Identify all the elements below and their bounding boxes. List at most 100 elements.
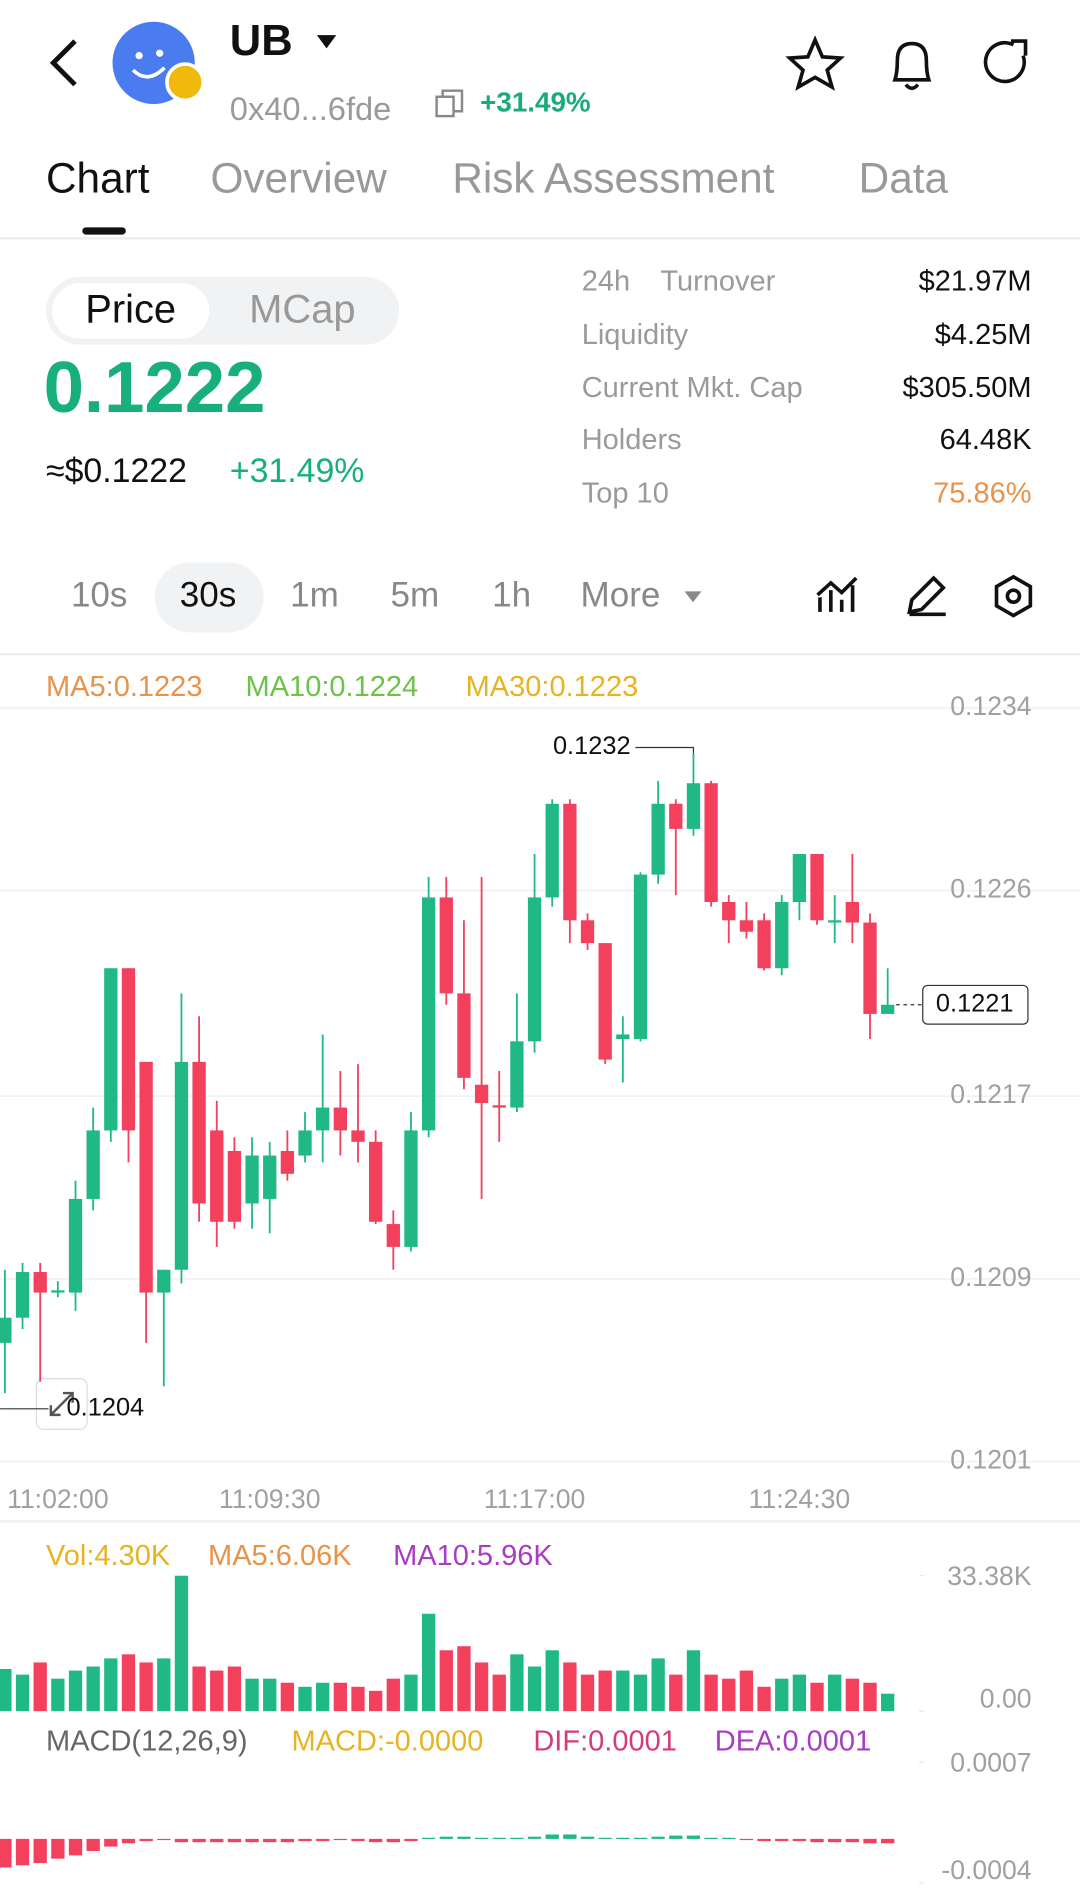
bar (722, 1837, 736, 1839)
bar (863, 1682, 877, 1712)
toggle-price[interactable]: Price (85, 288, 176, 332)
tab[interactable]: Data (859, 155, 949, 202)
favorite-button[interactable] (785, 35, 845, 91)
bar (845, 1838, 860, 1843)
bar (686, 1650, 701, 1712)
settings-button[interactable] (994, 574, 1033, 618)
symbol-dropdown[interactable] (316, 35, 337, 49)
y-tick-label: 0.00 (980, 1683, 1032, 1713)
candle-body (739, 920, 754, 932)
bar (192, 1666, 206, 1712)
tab[interactable]: Overview (210, 155, 387, 202)
candle-body (775, 901, 789, 969)
bar (775, 1678, 789, 1712)
bar (263, 1838, 277, 1843)
candle-body (616, 1034, 630, 1040)
interval[interactable]: 1m (290, 576, 339, 615)
bar (616, 1837, 630, 1839)
bar (0, 1668, 12, 1712)
candle-body (492, 1105, 506, 1108)
stat-value: $305.50M (903, 372, 1032, 404)
candle-body (369, 1141, 383, 1222)
tab-indicator (82, 227, 126, 235)
candle-body (68, 1198, 83, 1293)
bar (651, 1658, 665, 1712)
bar (157, 1838, 171, 1841)
token-symbol[interactable]: UB (230, 17, 293, 65)
draw-button[interactable] (907, 575, 946, 617)
interval-more[interactable]: More (581, 576, 661, 615)
bar (316, 1682, 330, 1712)
stat-label: Holders (582, 424, 682, 456)
tab-active[interactable]: Chart (46, 155, 150, 202)
candle-body (828, 920, 842, 923)
share-button[interactable] (983, 39, 1028, 84)
bar (598, 1837, 612, 1839)
candle-body (104, 968, 118, 1131)
more-dropdown[interactable] (684, 591, 702, 603)
bar (351, 1686, 365, 1712)
stat-value: 75.86% (933, 477, 1031, 509)
bar (474, 1837, 489, 1839)
stat-period: 24h (582, 266, 630, 298)
bar (421, 1613, 436, 1712)
candle-body (757, 920, 771, 969)
candle-body (457, 993, 471, 1078)
stat-label: Top 10 (582, 477, 669, 509)
candle-body (157, 1269, 171, 1293)
stat-value: 64.48K (940, 424, 1033, 456)
candle-body (704, 783, 718, 902)
interval[interactable]: 1h (492, 576, 531, 615)
high-marker-line (635, 746, 695, 754)
bar (563, 1662, 577, 1712)
bar (669, 1835, 683, 1839)
candle-body (563, 803, 577, 921)
bar (33, 1662, 47, 1712)
bar (68, 1838, 83, 1856)
bar (492, 1837, 506, 1839)
bar (68, 1670, 83, 1712)
stat-value: $4.25M (935, 319, 1032, 351)
expand-icon (49, 1391, 74, 1417)
interval-active[interactable]: 30s (180, 576, 237, 615)
bar (863, 1838, 877, 1844)
interval[interactable]: 5m (390, 576, 439, 615)
indicator-button[interactable] (816, 576, 858, 612)
bar (369, 1838, 383, 1843)
bar (369, 1690, 383, 1712)
alert-button[interactable] (892, 41, 932, 91)
bar (792, 1838, 807, 1842)
bar (845, 1678, 860, 1712)
bar (0, 1838, 12, 1868)
back-button[interactable] (49, 39, 77, 87)
candle-body (280, 1150, 295, 1174)
candle-body (527, 897, 542, 1042)
bar (139, 1662, 153, 1712)
bar (686, 1835, 701, 1839)
bar (421, 1837, 436, 1839)
y-tick-label: 0.1217 (950, 1079, 1031, 1109)
bar (439, 1650, 453, 1712)
legend-entry: MA30:0.1223 (466, 671, 639, 703)
bar (174, 1575, 189, 1712)
candle-body (580, 920, 595, 944)
bar (545, 1834, 559, 1839)
bar (298, 1686, 312, 1712)
stat-label: Current Mkt. Cap (582, 372, 803, 404)
bar (457, 1646, 471, 1712)
interval-selected-bg (154, 562, 264, 633)
toggle-mcap[interactable]: MCap (249, 288, 355, 332)
candle-body (792, 854, 807, 902)
high-label: 0.1232 (553, 732, 631, 760)
candle-body (686, 783, 701, 829)
x-tick-label: 11:02:00 (7, 1484, 109, 1514)
interval[interactable]: 10s (71, 576, 128, 615)
x-tick-label: 11:09:30 (219, 1484, 321, 1514)
legend-entry: MACD:-0.0000 (291, 1725, 483, 1757)
copy-button[interactable] (435, 89, 464, 118)
bar (651, 1836, 665, 1839)
tab[interactable]: Risk Assessment (452, 155, 774, 202)
bar (457, 1836, 471, 1839)
bar (104, 1838, 118, 1847)
bar (739, 1670, 754, 1712)
